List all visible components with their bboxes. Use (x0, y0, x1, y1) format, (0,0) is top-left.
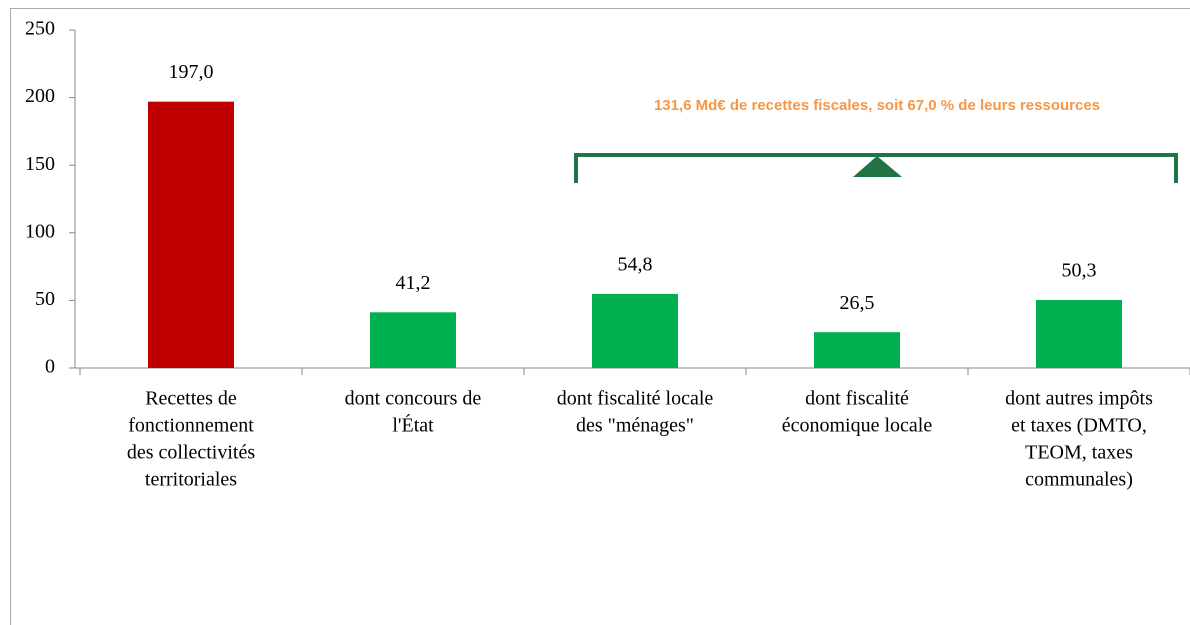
x-tick-label: dont concours de (345, 388, 482, 410)
value-label: 50,3 (1062, 260, 1097, 282)
annotation: 131,6 Md€ de recettes fiscales, soit 67,… (654, 97, 1100, 114)
bracket (574, 153, 1178, 183)
x-tick-label: et taxes (DMTO, (1011, 415, 1147, 437)
value-label: 41,2 (396, 272, 431, 294)
y-tick-label: 250 (25, 18, 55, 40)
bar (370, 312, 456, 368)
bar (1036, 299, 1122, 368)
frame (10, 8, 1190, 625)
x-tick-label: Recettes de (145, 388, 237, 410)
x-tick-label: dont fiscalité (805, 388, 909, 410)
value-label: 197,0 (169, 61, 214, 83)
bar (148, 101, 234, 368)
x-tick-label: l'État (392, 414, 434, 437)
bar (814, 332, 900, 368)
x-tick-label: dont fiscalité locale (557, 388, 714, 410)
x-tick-label: des "ménages" (576, 415, 694, 437)
x-tick-label: fonctionnement (128, 415, 254, 437)
value-label: 54,8 (618, 254, 653, 276)
y-tick-label: 200 (25, 85, 55, 107)
x-tick-label: des collectivités (127, 442, 256, 464)
y-tick-label: 50 (35, 288, 55, 310)
x-tick-label: dont autres impôts (1005, 388, 1153, 410)
x-tick-label: territoriales (145, 469, 237, 491)
bracket-arrow (853, 156, 902, 177)
bar (592, 293, 678, 368)
value-label: 26,5 (840, 292, 875, 314)
x-tick-label: économique locale (782, 415, 933, 437)
y-tick-label: 150 (25, 153, 55, 175)
y-tick-label: 0 (45, 356, 55, 378)
x-tick-label: TEOM, taxes (1025, 442, 1133, 464)
y-tick-label: 100 (25, 220, 55, 242)
x-tick-label: communales) (1025, 469, 1133, 491)
